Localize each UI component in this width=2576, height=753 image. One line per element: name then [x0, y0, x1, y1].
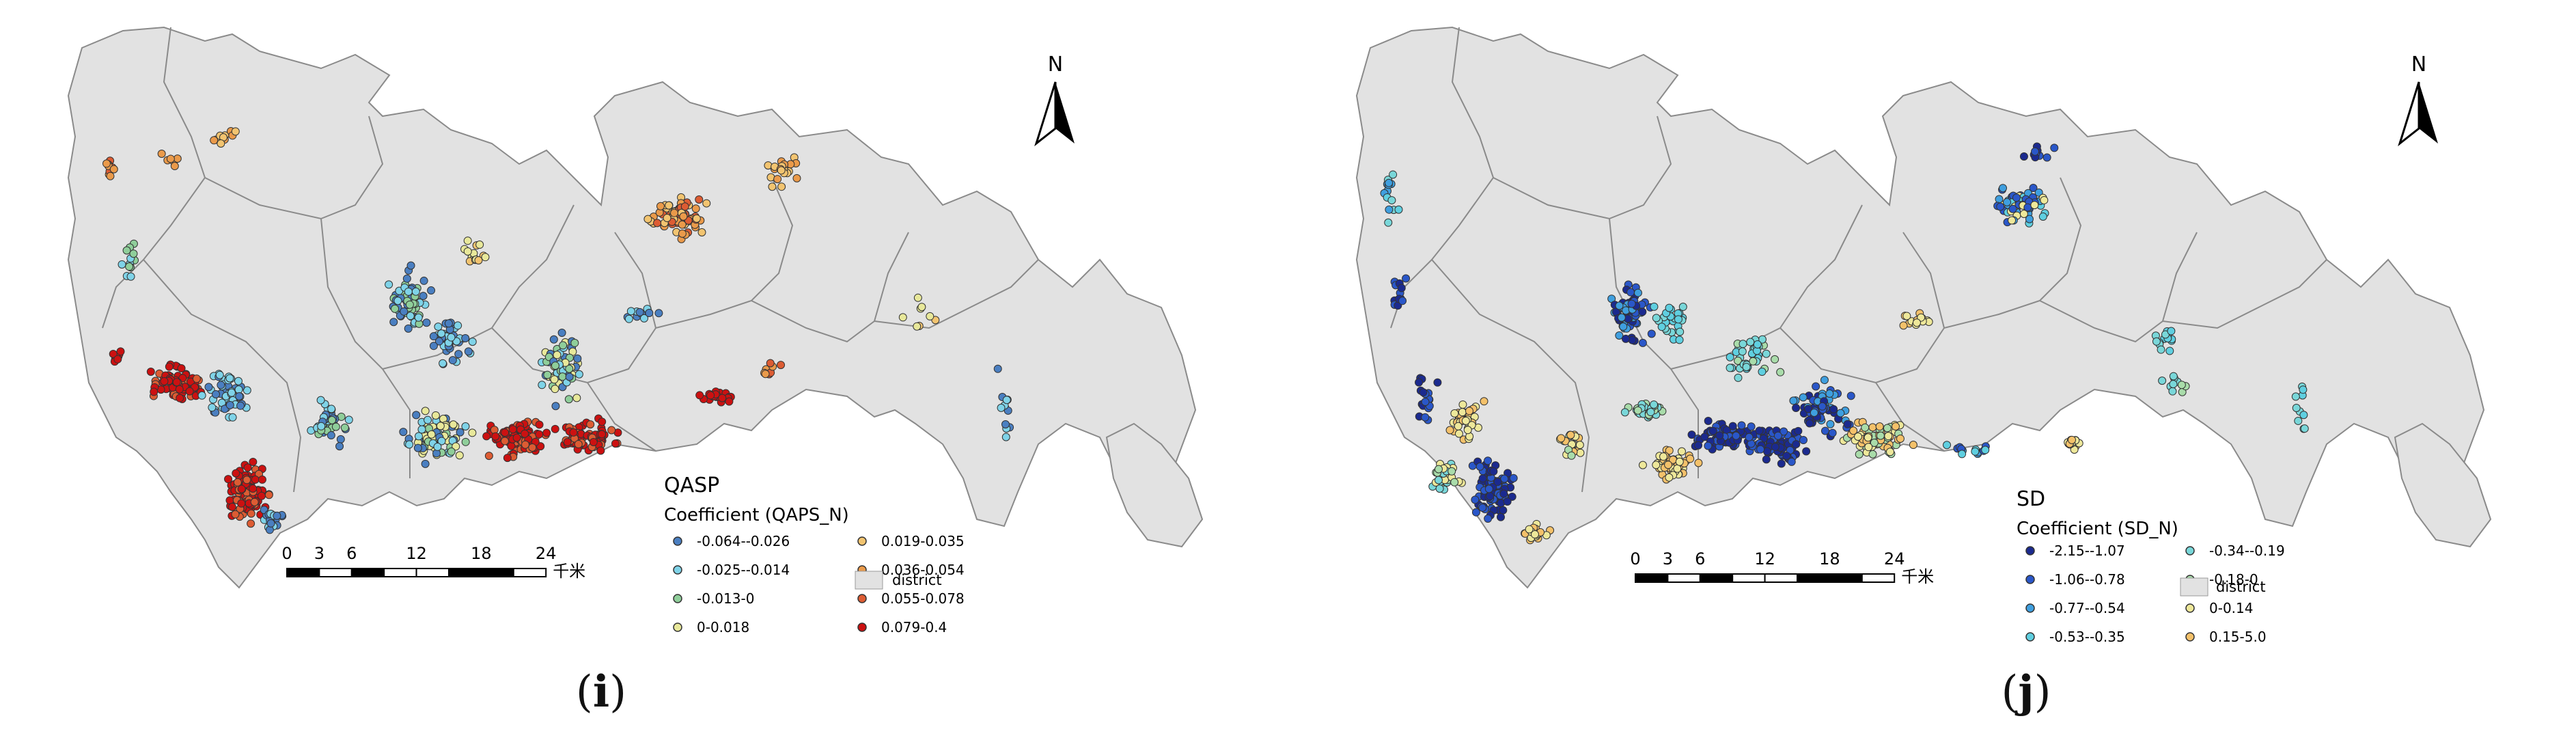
- legend-class-label: 0-0.14: [2209, 600, 2253, 616]
- scale-tick-label: 3: [1663, 549, 1673, 569]
- scale-tick-label: 18: [1819, 549, 1840, 569]
- legend-swatch: [857, 622, 867, 632]
- legend-class-label: -1.06--0.78: [2049, 571, 2125, 588]
- legend-class-label: 0.019-0.035: [881, 533, 965, 549]
- north-label: N: [1048, 53, 1063, 77]
- district-legend-label: district: [892, 572, 942, 588]
- legend-subtitle: Coefficient (SD_N): [2017, 519, 2178, 539]
- legend-class-label: 0.15-5.0: [2209, 629, 2267, 645]
- legend: QASP Coefficient (QAPS_N) -0.064--0.026 -…: [664, 474, 965, 635]
- land-shape: [1355, 26, 2492, 589]
- scale-tick-label: 24: [536, 544, 557, 563]
- legend-swatch: [673, 594, 682, 603]
- map-panel-j: N SD Coefficient (SD_N) -2.15--1.07 -1.06…: [1288, 0, 2576, 750]
- legend-swatch: [673, 622, 682, 632]
- legend-class-label: 0.079-0.4: [881, 619, 947, 635]
- scale-unit-label: 千米: [553, 562, 585, 581]
- legend-swatch: [2025, 546, 2035, 556]
- scale-tick-label: 3: [314, 544, 324, 563]
- sample-points: [1380, 142, 2309, 545]
- legend: SD Coefficient (SD_N) -2.15--1.07 -1.06--…: [2017, 487, 2285, 645]
- district-legend-label: district: [2216, 579, 2266, 595]
- legend-swatch: [673, 565, 682, 575]
- legend-swatch: [673, 536, 682, 546]
- panel-caption: (j): [2001, 666, 2051, 717]
- scale-tick-label: 12: [1754, 549, 1775, 569]
- legend-title: QASP: [664, 474, 719, 497]
- legend-swatch: [2185, 546, 2195, 556]
- legend-class-label: 0-0.018: [697, 619, 749, 635]
- legend-class-label: -0.064--0.026: [697, 533, 790, 549]
- legend-title: SD: [2017, 487, 2045, 511]
- north-arrow: N: [2398, 53, 2438, 147]
- district-boundaries: [1390, 27, 2327, 493]
- scale-tick-label: 12: [406, 544, 427, 563]
- legend-swatch: [2025, 575, 2035, 584]
- legend-class-label: -0.025--0.014: [697, 562, 790, 578]
- sample-points: [102, 127, 1014, 534]
- map-canvas: N SD Coefficient (SD_N) -2.15--1.07 -1.06…: [1355, 26, 2492, 645]
- legend-swatch: [2025, 603, 2035, 613]
- panel-caption: (i): [575, 666, 627, 717]
- legend-swatch: [857, 594, 867, 603]
- map-canvas: N QASP Coefficient (QAPS_N) -0.064--0.02…: [67, 26, 1204, 635]
- legend-class-label: -0.18-0: [2209, 571, 2258, 588]
- legend-swatch: [2025, 632, 2035, 642]
- legend-swatch: [2185, 632, 2195, 642]
- legend-class-label: -0.013-0: [697, 590, 754, 607]
- legend-subtitle: Coefficient (QAPS_N): [664, 505, 849, 525]
- legend-class-label: 0.036-0.054: [881, 562, 965, 578]
- scale-unit-label: 千米: [1901, 567, 1934, 586]
- district-boundaries: [102, 27, 1039, 493]
- north-arrow: N: [1034, 53, 1075, 147]
- district-swatch: [855, 571, 883, 590]
- scale-tick-label: 6: [346, 544, 357, 563]
- scale-tick-label: 18: [471, 544, 492, 563]
- north-label: N: [2411, 53, 2426, 77]
- scale-tick-label: 0: [1630, 549, 1640, 569]
- scale-tick-label: 6: [1695, 549, 1705, 569]
- scale-tick-label: 0: [281, 544, 292, 563]
- legend-class-label: -2.15--1.07: [2049, 543, 2125, 559]
- map-panel-i: N QASP Coefficient (QAPS_N) -0.064--0.02…: [0, 0, 1288, 750]
- legend-swatch: [857, 536, 867, 546]
- legend-class-label: 0.055-0.078: [881, 590, 965, 607]
- legend-class-label: -0.77--0.54: [2049, 600, 2125, 616]
- legend-class-label: -0.34--0.19: [2209, 543, 2285, 559]
- legend-swatch: [2185, 603, 2195, 613]
- scale-tick-label: 24: [1884, 549, 1905, 569]
- legend-class-label: -0.53--0.35: [2049, 629, 2125, 645]
- district-swatch: [2180, 577, 2208, 597]
